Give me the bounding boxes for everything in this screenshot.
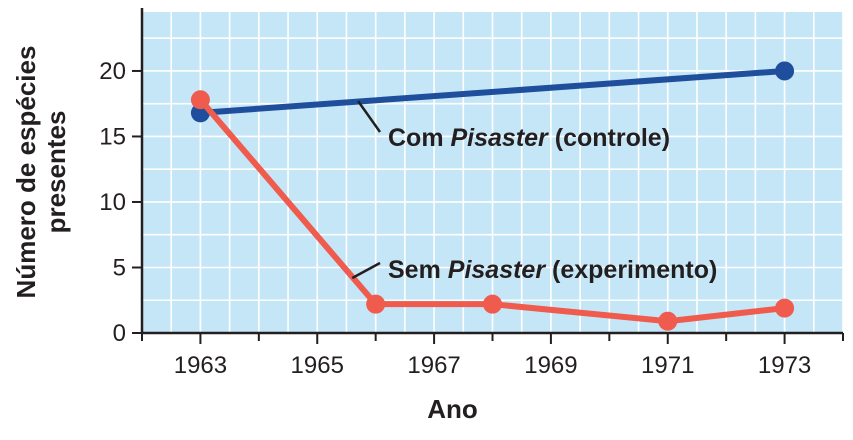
x-tick-label: 1965 <box>291 352 344 379</box>
data-point-experiment <box>483 294 502 314</box>
y-tick-label: 0 <box>113 320 126 347</box>
x-tick-label: 1963 <box>174 352 227 379</box>
x-tick-label: 1969 <box>524 352 577 379</box>
y-tick-label: 10 <box>99 189 126 216</box>
annotation-leader-control <box>357 100 382 133</box>
y-tick-label: 15 <box>99 123 126 150</box>
data-point-experiment <box>658 311 678 331</box>
x-tick-label: 1967 <box>407 352 460 379</box>
series-line-control <box>197 67 788 116</box>
y-tick-label: 20 <box>99 58 126 85</box>
data-point-experiment <box>190 90 210 110</box>
x-axis-title: Ano <box>427 394 478 424</box>
x-tick-label: 1973 <box>758 352 811 379</box>
x-tick-label: 1971 <box>641 352 694 379</box>
annotation-experiment: Sem Pisaster (experimento) <box>388 256 717 284</box>
series-experiment <box>190 90 795 331</box>
y-axis-title: Número de espéciespresentes <box>11 46 71 299</box>
annotation-leader-experiment <box>351 261 381 280</box>
data-point-experiment <box>366 294 386 314</box>
data-point-control <box>775 61 795 81</box>
data-point-experiment <box>775 298 795 318</box>
y-tick-label: 5 <box>113 254 126 281</box>
annotation-control: Com Pisaster (controle) <box>388 124 670 152</box>
